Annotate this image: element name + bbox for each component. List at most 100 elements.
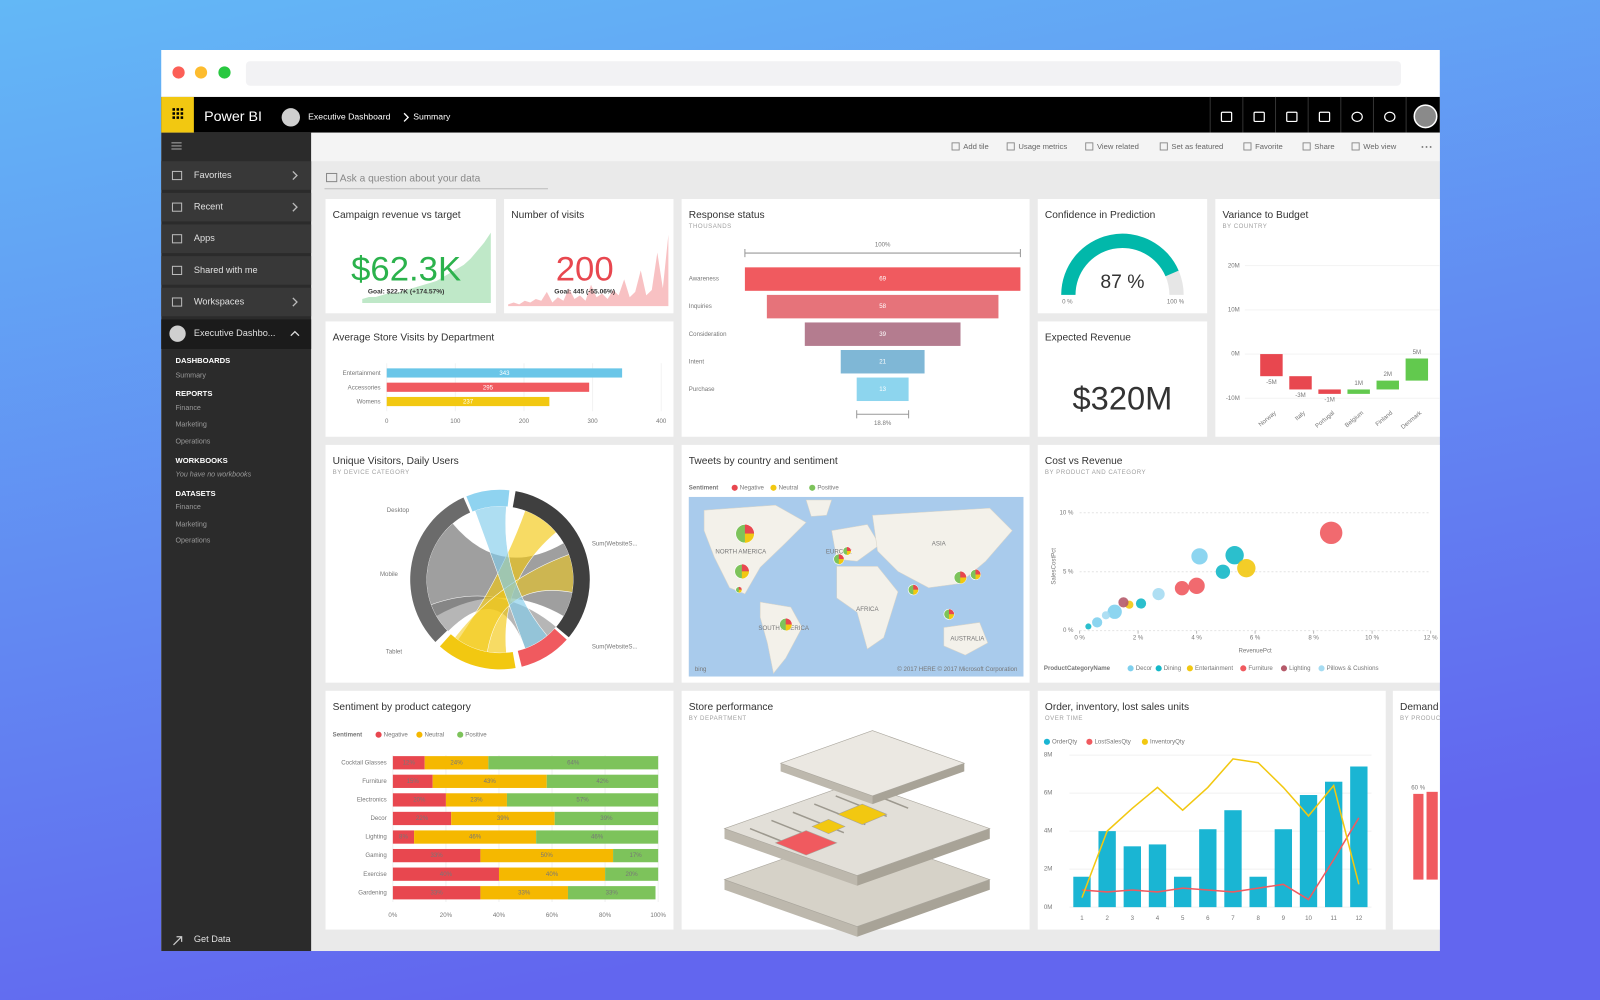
value-label: 46% [469,834,482,841]
legend-label: Negative [740,484,765,491]
y-tick-label: 10 % [1060,509,1074,516]
y-axis-label: SalesCostPct [1051,548,1058,585]
chord-arc [439,634,516,670]
x-tick-label: 8 % [1308,634,1319,641]
toolbar-item[interactable]: Set as featured [1171,142,1223,151]
toolbar-item[interactable]: Usage metrics [1018,142,1067,151]
value-label: -5M [1266,379,1277,386]
launcher-dot [176,108,180,111]
breadcrumb[interactable]: Summary [413,112,451,122]
tile[interactable] [325,321,674,437]
legend-label: OrderQty [1052,738,1078,745]
toolbar-icon [1302,142,1311,151]
toolbar-icon[interactable] [1253,111,1265,123]
funnel-value: 13 [879,386,886,393]
kpi-value: 200 [556,251,614,289]
value-label: 12% [403,759,416,766]
bar-segment [432,774,547,788]
breadcrumb[interactable]: Executive Dashboard [308,112,390,122]
launcher-dot [172,112,175,115]
nav-item[interactable] [161,287,312,317]
toolbar-item[interactable]: View related [1097,142,1139,151]
bar-segment [480,886,568,900]
funnel-value: 58 [879,303,886,310]
tile-title: Sentiment by product category [333,702,472,713]
section-item[interactable]: Finance [176,503,201,511]
land [805,499,832,517]
legend-swatch [1043,738,1050,745]
value-label: 33% [431,852,444,859]
nav-item[interactable] [161,256,312,285]
legend-swatch [731,484,738,491]
tile-title: Confidence in Prediction [1045,210,1155,221]
x-tick-label: 3 [1131,915,1135,922]
x-tick-label: 12 % [1424,634,1438,641]
toolbar-icon[interactable] [1384,111,1396,123]
map-marker-slice [975,569,981,575]
workspace-item[interactable] [161,319,312,349]
nav-label: Apps [194,233,215,243]
value-label: 15% [407,778,420,785]
chord-arc [512,491,590,638]
toolbar-item[interactable]: Favorite [1255,142,1283,151]
bar-segment [546,774,659,788]
map-marker-slice [738,586,742,590]
legend-label: InventoryQty [1150,738,1186,745]
legend-title: Sentiment [333,731,363,738]
funnel-category: Inquiries [689,303,712,310]
tile[interactable] [1037,321,1208,437]
toolbar-item[interactable]: Web view [1363,142,1396,151]
scatter-point [1092,617,1103,628]
legend-label: Neutral [779,484,799,491]
section-item[interactable]: Marketing [176,420,207,428]
toolbar-icon[interactable] [1351,111,1363,123]
x-tick-label: 40% [493,912,506,919]
scatter-point [1188,577,1205,595]
toolbar-item[interactable]: Share [1314,142,1334,151]
toolbar-icon [1159,142,1168,151]
nav-icon [171,297,183,307]
bar [386,368,623,378]
address-bar[interactable] [245,61,1402,86]
toolbar-item[interactable]: Add tile [963,142,989,151]
get-data[interactable]: Get Data [194,934,232,944]
y-tick-label: 0M [1044,904,1053,911]
value-label: 43% [484,778,497,785]
x-tick-label: 6 % [1250,634,1261,641]
value-label: 343 [499,370,510,377]
nav-item[interactable] [161,224,312,254]
chord-label: Desktop [387,507,410,514]
section-item[interactable]: Operations [176,438,211,446]
section-item[interactable]: Summary [176,371,207,379]
map-marker-slice [913,589,919,595]
toolbar-icon[interactable] [1286,111,1298,123]
question-box[interactable]: Ask a question about your data [340,173,481,184]
legend-label: LostSalesQty [1094,738,1131,745]
toolbar-icon[interactable] [1220,111,1233,123]
tile[interactable] [1215,198,1450,437]
waterfall-bar [1376,380,1399,390]
x-axis-label: RevenuePct [1238,648,1272,655]
section-item[interactable]: Operations [176,537,211,545]
funnel-category: Awareness [689,276,719,283]
x-tick-label: 10 % [1365,634,1379,641]
x-tick-label: 0 [385,418,389,425]
map-marker-slice [744,533,755,543]
funnel-bar [804,322,961,346]
tile-subtitle: BY PRODUC [1400,715,1441,722]
legend-label: Lighting [1289,665,1310,672]
warm-zone [836,803,888,825]
sparkline [362,232,491,304]
nav-item[interactable] [161,161,312,190]
value-label: 39% [497,815,510,822]
section-item[interactable]: You have no workbooks [176,470,252,478]
chevron [292,170,298,181]
main: Add tile Usage metrics View related Set as … [311,132,1450,952]
section-item[interactable]: Marketing [176,520,207,528]
bar-segment [488,756,659,770]
y-tick-label: -10M [1226,395,1240,402]
value-label: 57% [576,797,589,804]
toolbar-icon[interactable] [1318,111,1331,123]
nav-item[interactable] [161,192,312,222]
section-item[interactable]: Finance [176,404,201,412]
